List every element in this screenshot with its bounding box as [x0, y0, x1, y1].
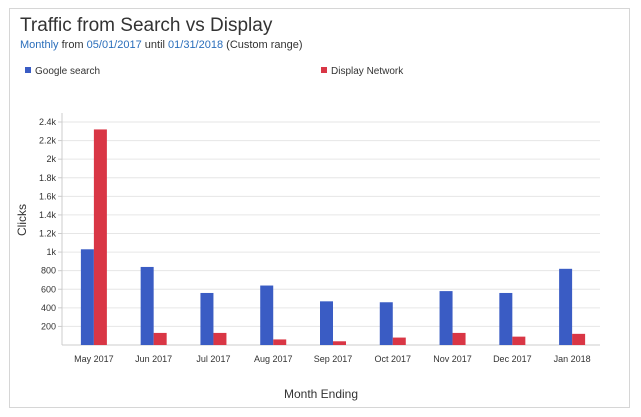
bar-display-network[interactable]	[333, 341, 346, 345]
bar-display-network[interactable]	[512, 336, 526, 345]
start-date-link[interactable]: 05/01/2017	[86, 39, 142, 51]
until-text: until	[144, 39, 165, 51]
chart-legend: Google search Display Network	[25, 66, 404, 77]
bar-display-network[interactable]	[93, 129, 107, 345]
bar-display-network[interactable]	[213, 332, 227, 345]
y-tick-label: 1.6k	[39, 191, 57, 201]
y-tick-label: 2k	[46, 154, 56, 164]
chart-subtitle: Monthly from 05/01/2017 until 01/31/2018…	[20, 39, 303, 51]
bar-google-search[interactable]	[379, 302, 393, 345]
x-tick-label: Jan 2018	[554, 354, 591, 364]
y-axis-title: Clicks	[15, 204, 29, 236]
x-axis: May 2017 Jun 2017 Jul 2017 Aug 2017 Sep 2017…	[62, 344, 600, 364]
bar-display-network[interactable]	[153, 332, 167, 345]
bar-google-search[interactable]	[499, 292, 513, 345]
x-tick-label: Sep 2017	[314, 354, 353, 364]
x-tick-label: Aug 2017	[254, 354, 293, 364]
y-tick-label: 200	[41, 321, 56, 331]
bar-display-network[interactable]	[392, 337, 406, 345]
legend-swatch-2	[321, 67, 327, 73]
bar-google-search[interactable]	[80, 249, 94, 345]
x-tick-label: Jun 2017	[135, 354, 172, 364]
x-axis-title: Month Ending	[284, 387, 358, 401]
y-tick-label: 1k	[46, 247, 56, 257]
x-tick-label: Dec 2017	[493, 354, 532, 364]
y-tick-label: 1.8k	[39, 173, 57, 183]
y-tick-label: 400	[41, 303, 56, 313]
end-date-link[interactable]: 01/31/2018	[168, 39, 224, 51]
y-tick-label: 2.4k	[39, 117, 57, 127]
bar-google-search[interactable]	[559, 268, 573, 345]
x-tick-label: Oct 2017	[375, 354, 412, 364]
x-tick-label: Jul 2017	[196, 354, 230, 364]
bar-display-network[interactable]	[273, 339, 287, 345]
range-label: (Custom range)	[226, 39, 303, 51]
from-text: from	[61, 39, 84, 51]
x-tick-label: May 2017	[74, 354, 114, 364]
chart-title: Traffic from Search vs Display	[20, 15, 273, 36]
y-tick-label: 2.2k	[39, 136, 57, 146]
bar-google-search[interactable]	[320, 301, 333, 345]
x-tick-label: Nov 2017	[433, 354, 472, 364]
bar-google-search[interactable]	[200, 292, 214, 345]
bar-google-search[interactable]	[140, 266, 154, 345]
y-tick-label: 600	[41, 284, 56, 294]
legend-label-1[interactable]: Google search	[35, 66, 100, 77]
y-tick-label: 800	[41, 266, 56, 276]
bar-display-network[interactable]	[452, 332, 466, 345]
bar-display-network[interactable]	[572, 333, 586, 345]
y-tick-label: 1.4k	[39, 210, 57, 220]
legend-label-2[interactable]: Display Network	[331, 66, 404, 77]
y-tick-label: 1.2k	[39, 229, 57, 239]
bar-google-search[interactable]	[439, 291, 453, 345]
chart-card	[9, 8, 630, 408]
bar-google-search[interactable]	[260, 285, 274, 345]
chart-bars	[80, 129, 586, 345]
y-axis: 200 400 600 800 1k 1.2k 1.4k 1.6k 1.8k 2k 2.2k 2.4k	[39, 113, 63, 345]
period-link[interactable]: Monthly	[20, 39, 59, 51]
legend-swatch-1	[25, 67, 31, 73]
